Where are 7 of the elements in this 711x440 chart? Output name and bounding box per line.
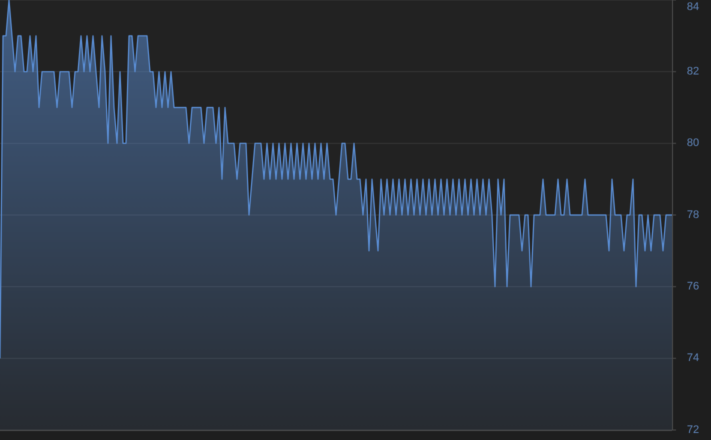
y-tick-label: 84 <box>686 0 700 13</box>
y-tick-label: 82 <box>686 66 700 78</box>
y-tick-label: 76 <box>686 280 700 293</box>
y-tick-label: 74 <box>686 352 700 364</box>
y-tick-label: 72 <box>686 424 700 436</box>
y-tick-label: 80 <box>686 137 700 150</box>
y-tick-label: 78 <box>686 208 700 221</box>
